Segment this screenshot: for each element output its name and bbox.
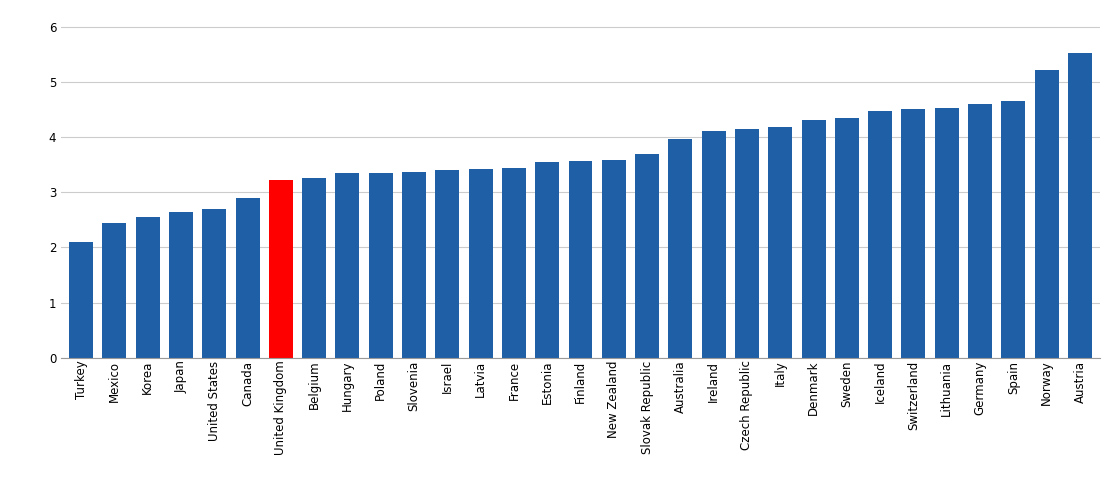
Bar <box>336 173 360 358</box>
Bar <box>769 127 792 358</box>
Bar <box>602 160 625 358</box>
Bar <box>469 169 492 358</box>
Bar <box>635 154 659 358</box>
Bar <box>502 168 526 358</box>
Bar <box>569 161 592 358</box>
Bar <box>669 139 692 358</box>
Bar <box>269 180 293 358</box>
Bar <box>735 129 759 358</box>
Bar <box>901 109 925 358</box>
Bar <box>436 170 459 358</box>
Bar <box>169 212 193 358</box>
Bar <box>1068 53 1092 358</box>
Bar <box>136 217 160 358</box>
Bar <box>934 108 959 358</box>
Bar <box>302 178 327 358</box>
Bar <box>702 131 725 358</box>
Bar <box>1001 101 1025 358</box>
Bar <box>1034 70 1059 358</box>
Bar <box>202 209 227 358</box>
Bar <box>968 104 992 358</box>
Bar <box>834 118 859 358</box>
Bar <box>69 242 93 358</box>
Bar <box>801 120 825 358</box>
Bar <box>536 162 559 358</box>
Bar <box>236 198 260 358</box>
Bar <box>868 111 892 358</box>
Bar <box>402 172 426 358</box>
Bar <box>102 223 127 358</box>
Bar <box>369 173 392 358</box>
